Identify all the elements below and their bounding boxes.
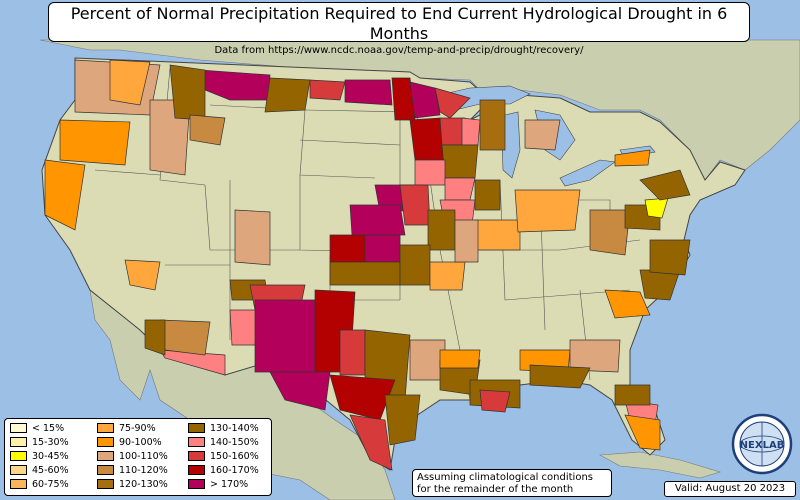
legend-item: 130-140% bbox=[188, 422, 259, 435]
note-line-2: for the remainder of the month bbox=[417, 484, 574, 495]
valid-date: Valid: August 20 2023 bbox=[664, 481, 796, 497]
legend-swatch bbox=[188, 436, 205, 447]
map-title: Percent of Normal Precipitation Required… bbox=[70, 4, 728, 43]
legend-swatch bbox=[97, 450, 114, 461]
legend-swatch bbox=[97, 436, 114, 447]
legend-item: 75-90% bbox=[97, 422, 156, 435]
map-subtitle: Data from https://www.ncdc.noaa.gov/temp… bbox=[214, 45, 584, 56]
legend: < 15% 15-30% 30-45% 45-60% 60-75% 75-90%… bbox=[4, 418, 272, 496]
legend-item: 15-30% bbox=[10, 436, 69, 449]
legend-swatch bbox=[188, 478, 205, 489]
legend-item: 140-150% bbox=[188, 436, 259, 449]
legend-item: 60-75% bbox=[10, 478, 69, 491]
legend-item: < 15% bbox=[10, 422, 64, 435]
legend-item: 150-160% bbox=[188, 450, 259, 463]
lake-erie bbox=[559, 159, 616, 187]
legend-item: 160-170% bbox=[188, 464, 259, 477]
nexlab-logo: NEXLAB bbox=[731, 413, 793, 475]
legend-swatch bbox=[188, 450, 205, 461]
legend-item: 45-60% bbox=[10, 464, 69, 477]
legend-item: > 170% bbox=[188, 478, 248, 491]
cuba-land bbox=[598, 451, 722, 479]
note-line-1: Assuming climatological conditions bbox=[417, 472, 593, 483]
legend-item: 90-100% bbox=[97, 436, 162, 449]
canada-land bbox=[39, 39, 800, 181]
legend-swatch bbox=[10, 422, 27, 433]
logo-text: NEXLAB bbox=[740, 440, 785, 451]
legend-swatch bbox=[188, 464, 205, 475]
legend-item: 100-110% bbox=[97, 450, 168, 463]
legend-swatch bbox=[10, 464, 27, 475]
legend-item: 120-130% bbox=[97, 478, 168, 491]
legend-item: 30-45% bbox=[10, 450, 69, 463]
legend-swatch bbox=[188, 422, 205, 433]
legend-swatch bbox=[10, 450, 27, 461]
legend-swatch bbox=[97, 464, 114, 475]
legend-swatch bbox=[97, 422, 114, 433]
legend-swatch bbox=[97, 478, 114, 489]
legend-item: 110-120% bbox=[97, 464, 168, 477]
legend-swatch bbox=[10, 436, 27, 447]
title-box: Percent of Normal Precipitation Required… bbox=[48, 2, 750, 56]
drought-regions bbox=[44, 59, 691, 471]
legend-swatch bbox=[10, 478, 27, 489]
assumption-note: Assuming climatological conditions for t… bbox=[412, 469, 612, 497]
